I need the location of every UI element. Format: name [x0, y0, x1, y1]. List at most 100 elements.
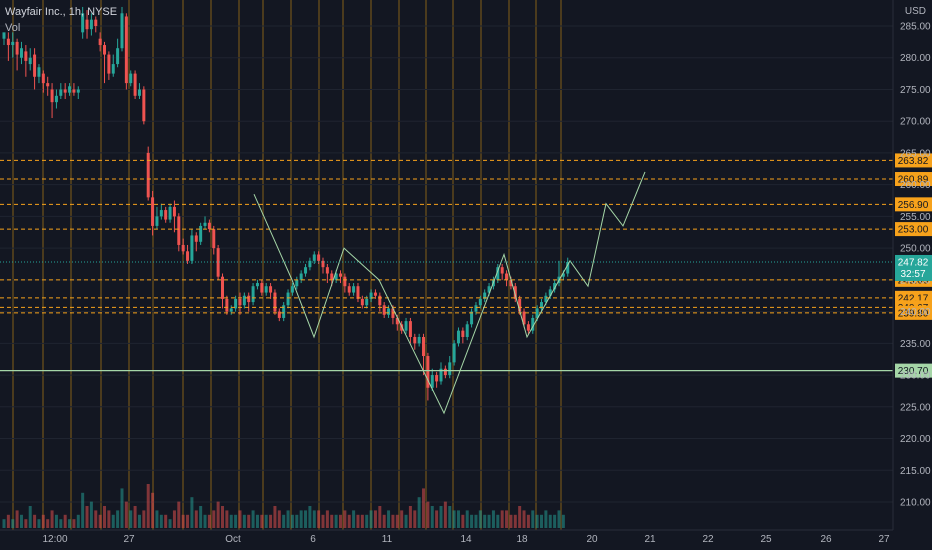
candle-body [264, 286, 268, 293]
time-tick-label: 27 [123, 534, 135, 545]
volume-bars [2, 484, 565, 528]
session-band [342, 0, 344, 530]
candle-body [190, 235, 194, 261]
volume-bar [172, 510, 176, 528]
candle-body [172, 206, 176, 217]
candle-body [548, 289, 552, 296]
volume-bar [304, 510, 308, 528]
level-price-text: 263.82 [898, 156, 929, 167]
session-band [238, 0, 240, 530]
level-price-text: 253.00 [898, 225, 929, 236]
volume-bar [28, 506, 32, 528]
session-band [398, 0, 400, 530]
candle-body [395, 317, 399, 325]
volume-bar [317, 510, 321, 528]
price-tick-label: 210.00 [900, 498, 931, 509]
volume-bar [111, 514, 115, 528]
volume-bar [203, 514, 207, 528]
candle-body [11, 41, 15, 46]
volume-bar [177, 501, 181, 528]
volume-bar [522, 510, 526, 528]
candle-body [378, 295, 382, 306]
volume-bar [325, 510, 329, 528]
volume-bar [422, 488, 426, 528]
candle-body [535, 308, 539, 318]
vertical-session-bands [12, 0, 562, 530]
volume-bar [264, 514, 268, 528]
volume-bar [465, 510, 469, 528]
volume-bar [413, 510, 417, 528]
volume-bar [142, 510, 146, 528]
candle-body [159, 210, 163, 217]
candle-body [146, 152, 150, 198]
candle-body [286, 292, 290, 306]
volume-bar [382, 514, 386, 528]
candle-body [483, 292, 487, 299]
candle-body [312, 254, 316, 261]
time-tick-label: 27 [878, 534, 890, 545]
candle-body [373, 292, 377, 296]
volume-bar [526, 514, 530, 528]
price-axis: 285.00 280.00 275.00 270.00 265.00 260.00 255.… [0, 0, 932, 530]
volume-bar [343, 510, 347, 528]
volume-bar [59, 519, 63, 528]
candle-body [85, 19, 89, 30]
last-price-text: 247.82 [898, 257, 929, 268]
zigzag-line[interactable] [253, 171, 646, 415]
level-price-text: 256.90 [898, 200, 929, 211]
volume-bar [483, 514, 487, 528]
last-price-box [895, 254, 932, 281]
session-band [452, 0, 454, 530]
candle-body [452, 343, 456, 363]
volume-bar [461, 514, 465, 528]
volume-bar [496, 514, 500, 528]
volume-bar [247, 514, 251, 528]
volume-bar [553, 514, 557, 528]
volume-bar [321, 514, 325, 528]
price-tick-label: 260.00 [900, 180, 931, 191]
candle-body [321, 260, 325, 268]
candle-body [155, 216, 159, 226]
candle-body [142, 89, 146, 122]
candle-body [347, 286, 351, 293]
candle-body [59, 89, 63, 96]
price-tick-label: 235.00 [900, 339, 931, 350]
session-band [12, 0, 14, 530]
price-tick-label: 280.00 [900, 53, 931, 64]
time-tick-label: 12:00 [42, 534, 67, 545]
volume-bar [535, 514, 539, 528]
candle-body [461, 330, 465, 337]
volume-bar [540, 514, 544, 528]
volume-bar [544, 510, 548, 528]
level-price-label: 260.89 [895, 172, 932, 187]
candle-body [203, 222, 207, 226]
candle-body [181, 244, 185, 252]
volume-bar [41, 514, 45, 528]
price-tick-label: 250.00 [900, 244, 931, 255]
candle-body [417, 336, 421, 344]
candle-body [439, 368, 443, 382]
level-price-box [895, 153, 932, 168]
candle-body [290, 286, 294, 293]
volume-bar [181, 514, 185, 528]
volume-bar [37, 519, 41, 528]
candle-body [553, 283, 557, 290]
candle-body [474, 305, 478, 312]
volume-bar [282, 514, 286, 528]
candle-body [76, 89, 80, 93]
candle-body [443, 368, 447, 376]
candle-body [496, 267, 500, 280]
volume-bar [426, 501, 430, 528]
candle-body [526, 324, 530, 331]
candle-body [422, 336, 426, 357]
volume-bar [194, 510, 198, 528]
candle-body [98, 38, 102, 46]
candle-body [89, 19, 93, 30]
candle-body [221, 276, 224, 299]
candle-body [207, 222, 211, 230]
candle-body [430, 375, 434, 388]
session-band [535, 0, 537, 530]
candle-body [212, 229, 216, 249]
